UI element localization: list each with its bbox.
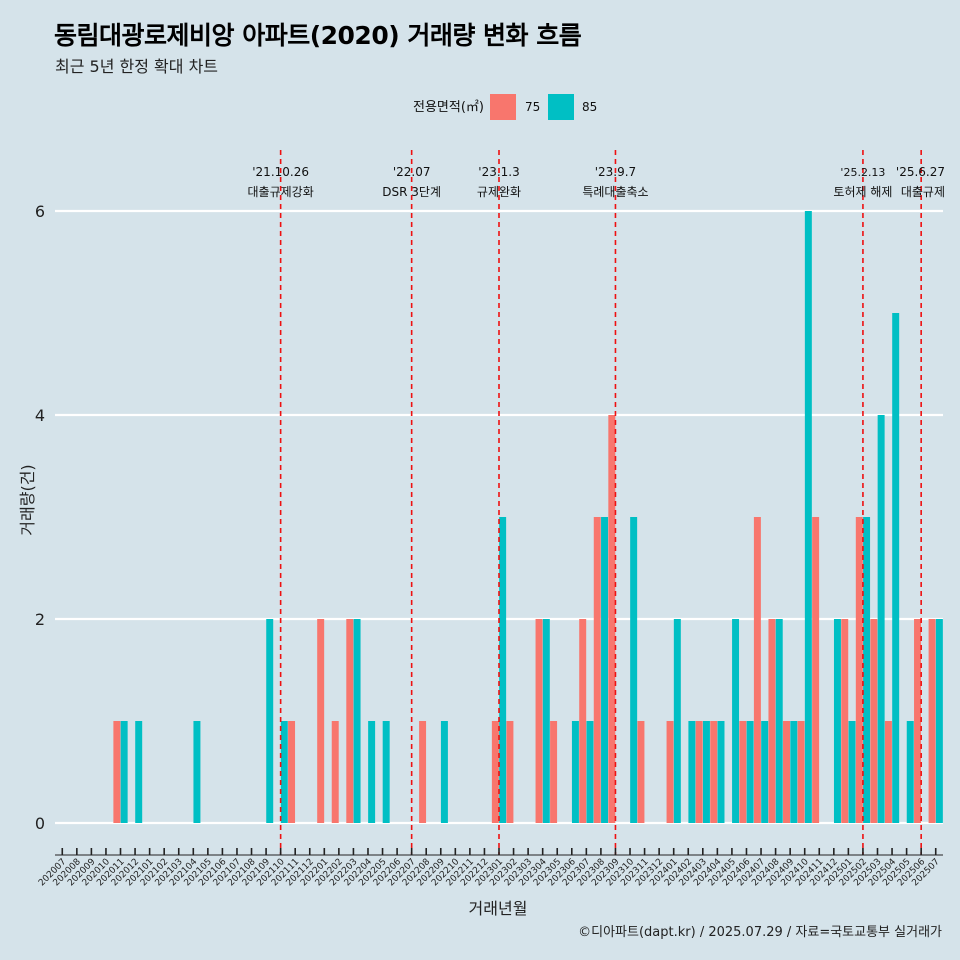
event-date: '22.07 [393,165,431,179]
y-tick-label: 6 [35,202,45,221]
bar-85-202110 [280,721,288,823]
bar-75-202504 [884,721,892,823]
bar-75-202201 [317,619,325,823]
event-date: '25.6.27 [896,165,945,179]
bar-85-202402 [688,721,696,823]
bar-85-202308 [601,517,609,823]
bar-75-202311 [637,721,645,823]
bar-75-202502 [855,517,863,823]
y-tick-label: 4 [35,406,45,425]
bar-85-202104 [193,721,201,823]
bar-75-202208 [419,721,427,823]
event-lines: '21.10.26 대출규제강화 '22.07 DSR 3단계 '23.1.3 규제완화 '… [248,150,945,855]
event-label: DSR 3단계 [382,185,441,199]
bar-85-202401 [673,619,681,823]
bar-85-202504 [892,313,900,823]
bar-75-202202 [331,721,339,823]
bar-85-202011 [120,721,128,823]
bar-75-202302 [506,721,514,823]
event-date: '23.9.7 [595,165,636,179]
bar-85-202502 [863,517,871,823]
bar-85-202403 [702,721,710,823]
bar-85-202012 [135,721,143,823]
bar-75-202408 [768,619,776,823]
bar-75-202407 [753,517,761,823]
bar-85-202408 [775,619,783,823]
bar-75-202301 [491,721,499,823]
bar-85-202306 [571,721,579,823]
bar-75-202401 [666,721,674,823]
x-axis-title: 거래년월 [469,899,528,918]
y-tick-label: 2 [35,610,45,629]
bar-75-202111 [288,721,296,823]
bar-85-202203 [353,619,361,823]
bar-75-202503 [870,619,878,823]
y-tick-label: 0 [35,814,45,833]
event-label: 대출규제 [901,185,945,199]
page-title: 동림대광로제비앙 아파트(2020) 거래량 변화 흐름 [54,21,582,50]
bar-85-202204 [368,721,376,823]
event-label: 특례대출축소 [582,185,648,199]
bar-75-202404 [710,721,718,823]
legend-swatch-75 [490,94,516,120]
event-label: 규제완화 [477,185,521,199]
bar-85-202410 [804,211,812,823]
bar-85-202407 [761,721,769,823]
bar-75-202308 [593,517,601,823]
bar-75-202409 [783,721,790,823]
legend-swatch-85 [548,94,574,120]
legend: 전용면적(㎡) 75 85 [413,94,597,120]
bar-85-202404 [717,721,725,823]
event-date: '23.1.3 [478,165,519,179]
bar-85-202507 [935,619,943,823]
legend-label-75: 75 [525,100,540,114]
y-axis-title: 거래량(건) [18,464,37,535]
bar-85-202304 [542,619,550,823]
bar-75-202506 [914,619,922,823]
page-subtitle: 최근 5년 한정 확대 차트 [55,57,219,76]
bar-75-202507 [928,619,936,823]
event-label: 대출규제강화 [248,185,314,199]
bar-85-202205 [382,721,390,823]
bar-75-202304 [535,619,543,823]
bar-85-202505 [906,721,914,823]
bar-85-202405 [732,619,740,823]
bar-85-202406 [746,721,754,823]
bar-85-202501 [848,721,856,823]
bar-75-202410 [797,721,805,823]
bars [113,211,943,823]
bar-85-202503 [877,415,885,823]
bar-85-202412 [833,619,841,823]
bar-85-202409 [790,721,798,823]
event-label: 토허제 해제 [833,185,892,199]
legend-label-85: 85 [582,100,597,114]
bar-85-202310 [630,517,638,823]
event-date: '25.2.13 [840,166,885,179]
bar-85-202301 [499,517,507,823]
bar-75-202309 [608,415,616,823]
legend-title: 전용면적(㎡) [413,100,484,115]
bar-75-202307 [579,619,587,823]
bar-75-202411 [812,517,820,823]
bar-75-202203 [346,619,354,823]
source-caption: ©디아파트(dapt.kr) / 2025.07.29 / 자료=국토교통부 실… [578,925,942,940]
bar-75-202403 [695,721,703,823]
bar-75-202011 [113,721,121,823]
bar-75-202406 [739,721,747,823]
event-date: '21.10.26 [252,165,309,179]
bar-85-202209 [440,721,448,823]
bar-75-202305 [550,721,558,823]
bar-85-202307 [586,721,594,823]
bar-85-202109 [266,619,274,823]
bar-75-202501 [841,619,849,823]
